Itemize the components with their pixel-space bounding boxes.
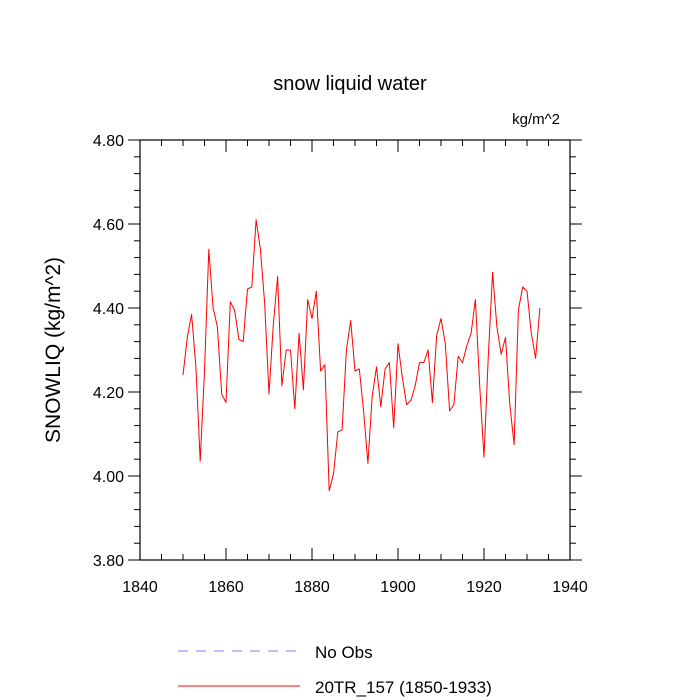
x-tick-label: 1880: [294, 579, 330, 596]
legend: No Obs 20TR_157 (1850-1933): [178, 643, 492, 697]
series-line-20tr-157: [182, 219, 541, 492]
y-axis-label: SNOWLIQ (kg/m^2): [42, 257, 65, 443]
units-label: kg/m^2: [512, 111, 560, 128]
legend-label-no-obs: No Obs: [315, 643, 373, 662]
y-tick-label: 4.60: [93, 217, 124, 234]
x-tick-label: 1920: [466, 579, 502, 596]
y-tick-label: 4.40: [93, 301, 124, 318]
x-tick-label: 1940: [552, 579, 588, 596]
y-tick-label: 3.80: [93, 553, 124, 570]
y-tick-label: 4.80: [93, 133, 124, 150]
y-tick-label: 4.20: [93, 385, 124, 402]
legend-label-20tr-157: 20TR_157 (1850-1933): [315, 678, 492, 697]
x-tick-label: 1900: [380, 579, 416, 596]
y-tick-label: 4.00: [93, 469, 124, 486]
chart-title: snow liquid water: [273, 73, 427, 95]
plot-frame: [139, 139, 571, 561]
axis-tick-labels: 1840 1860 1880 1900 1920 1940 3.80 4.00 4.20 4.40…: [93, 133, 588, 596]
axis-ticks: [128, 139, 582, 561]
x-tick-label: 1860: [208, 579, 244, 596]
x-tick-label: 1840: [122, 579, 158, 596]
